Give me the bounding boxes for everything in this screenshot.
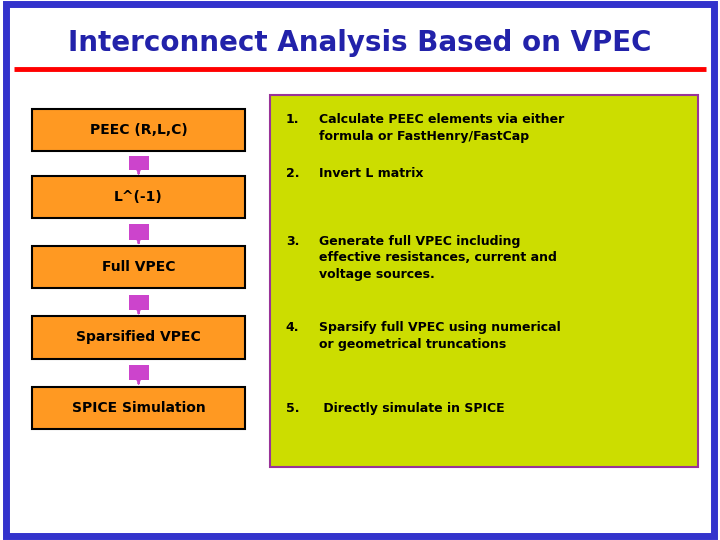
Text: Full VPEC: Full VPEC — [102, 260, 176, 274]
FancyBboxPatch shape — [32, 387, 245, 429]
FancyBboxPatch shape — [6, 4, 714, 536]
Text: 2.: 2. — [286, 167, 300, 180]
Text: 3.: 3. — [286, 235, 300, 248]
FancyBboxPatch shape — [32, 246, 245, 288]
Text: L^(-1): L^(-1) — [114, 190, 163, 204]
Text: Invert L matrix: Invert L matrix — [319, 167, 423, 180]
FancyBboxPatch shape — [128, 225, 148, 240]
Text: Interconnect Analysis Based on VPEC: Interconnect Analysis Based on VPEC — [68, 29, 652, 57]
Text: Sparsified VPEC: Sparsified VPEC — [76, 330, 201, 345]
Text: 4.: 4. — [286, 321, 300, 334]
Text: Directly simulate in SPICE: Directly simulate in SPICE — [319, 402, 505, 415]
FancyBboxPatch shape — [128, 365, 148, 380]
Text: PEEC (R,L,C): PEEC (R,L,C) — [90, 123, 187, 137]
Text: Generate full VPEC including
effective resistances, current and
voltage sources.: Generate full VPEC including effective r… — [319, 235, 557, 281]
Text: SPICE Simulation: SPICE Simulation — [72, 401, 205, 415]
Text: Calculate PEEC elements via either
formula or FastHenry/FastCap: Calculate PEEC elements via either formu… — [319, 113, 564, 143]
FancyBboxPatch shape — [128, 157, 148, 170]
Text: Sparsify full VPEC using numerical
or geometrical truncations: Sparsify full VPEC using numerical or ge… — [319, 321, 561, 351]
FancyBboxPatch shape — [32, 109, 245, 151]
FancyBboxPatch shape — [270, 94, 698, 467]
FancyBboxPatch shape — [128, 295, 148, 310]
FancyBboxPatch shape — [32, 176, 245, 218]
FancyBboxPatch shape — [32, 316, 245, 359]
Text: 1.: 1. — [286, 113, 300, 126]
Text: 5.: 5. — [286, 402, 300, 415]
